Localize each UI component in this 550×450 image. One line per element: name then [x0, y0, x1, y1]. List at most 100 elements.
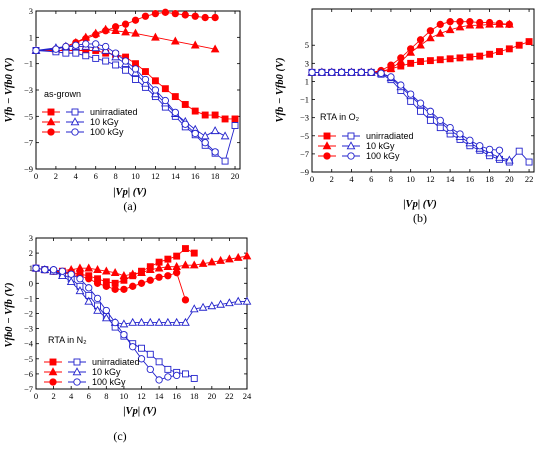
legend-entry-label: 10 kGy [90, 117, 119, 127]
data-point-neg-5 [387, 73, 395, 81]
data-point-pos-2 [201, 13, 209, 22]
data-point-neg-5 [397, 81, 405, 89]
data-point-neg-5 [67, 270, 75, 278]
data-point-pos-2 [171, 9, 179, 18]
data-point-neg-3 [525, 158, 533, 166]
data-point-pos-0 [436, 56, 444, 64]
y-tick-label: −3 [24, 85, 33, 95]
data-point-pos-1 [426, 33, 435, 42]
data-point-neg-3 [436, 124, 444, 132]
y-tick-label: −3 [300, 113, 309, 123]
data-point-neg-5 [32, 46, 40, 55]
data-point-pos-1 [110, 267, 120, 276]
legend-entry-label: 10 kGy [92, 367, 121, 377]
data-point-neg-5 [173, 371, 181, 380]
data-point-neg-5 [436, 116, 444, 125]
y-tick-label: −4 [24, 339, 34, 349]
data-point-neg-4 [154, 317, 164, 326]
data-point-pos-2 [120, 285, 128, 293]
data-point-neg-5 [446, 123, 454, 132]
plot-frame [311, 8, 535, 173]
data-point-pos-1 [84, 263, 94, 272]
data-point-neg-5 [155, 376, 163, 384]
data-point-neg-5 [485, 145, 494, 154]
data-point-neg-5 [111, 49, 120, 57]
data-point-neg-5 [466, 136, 474, 144]
x-tick-label: 18 [485, 174, 494, 184]
data-point-pos-1 [75, 263, 85, 272]
data-point-neg-5 [318, 68, 326, 77]
data-point-pos-0 [496, 48, 503, 56]
data-point-pos-2 [92, 31, 100, 39]
x-tick-label: 2 [54, 171, 58, 181]
data-point-pos-1 [119, 271, 129, 279]
data-point-pos-0 [201, 111, 209, 119]
data-point-neg-4 [242, 296, 252, 305]
x-tick-label: 14 [171, 171, 180, 181]
x-axis-title: |Vp| (V) [113, 187, 147, 198]
data-point-neg-5 [131, 65, 140, 73]
data-point-neg-4 [495, 152, 504, 161]
y-tick-label: −2 [24, 309, 33, 319]
legend-entry-label: unirradiated [366, 131, 414, 141]
x-tick-label: 6 [369, 174, 373, 184]
x-tick-label: 4 [349, 174, 354, 184]
data-point-neg-4 [145, 317, 155, 326]
data-point-pos-0 [407, 59, 415, 67]
legend-entry-label: 10 kGy [366, 141, 395, 151]
data-point-pos-2 [121, 20, 130, 28]
data-point-neg-3 [112, 61, 120, 69]
data-point-neg-4 [207, 301, 217, 310]
data-point-pos-2 [446, 18, 454, 26]
legend-entry-label: unirradiated [92, 357, 140, 367]
data-point-pos-1 [101, 266, 111, 275]
data-point-neg-5 [476, 142, 484, 150]
data-point-neg-5 [426, 107, 435, 115]
x-tick-label: 16 [466, 174, 475, 184]
data-point-pos-1 [242, 251, 252, 260]
data-point-pos-0 [456, 54, 464, 62]
y-tick-label: −5 [24, 354, 33, 364]
data-point-pos-2 [416, 36, 425, 44]
chart-panel-b: 0 2 4 6 8 10 12 14 16 18 20 22 5 3 1 −1 −3 −5 −7 −9 |Vp| (V)… [275, 8, 535, 225]
data-point-neg-3 [221, 157, 229, 165]
legend-marker-neg [73, 378, 81, 386]
data-point-pos-1 [137, 267, 146, 276]
data-point-pos-1 [416, 40, 425, 49]
legend-entry-label: 100 kGy [90, 127, 124, 137]
x-tick-label: 8 [389, 174, 393, 184]
x-tick-label: 0 [310, 174, 314, 184]
x-tick-label: 10 [406, 174, 415, 184]
data-point-neg-4 [220, 131, 230, 140]
y-tick-label: −6 [24, 369, 33, 379]
data-point-pos-0 [426, 57, 434, 65]
data-point-pos-1 [163, 261, 173, 270]
data-point-pos-1 [189, 260, 199, 269]
legend-marker-pos [323, 132, 331, 140]
data-point-pos-0 [171, 93, 179, 101]
data-point-neg-5 [377, 69, 385, 77]
data-point-neg-4 [233, 296, 243, 305]
data-point-neg-4 [84, 296, 94, 305]
x-tick-label: 12 [151, 171, 160, 181]
y-tick-label: −1 [24, 293, 33, 303]
data-point-neg-5 [308, 68, 316, 77]
y-tick-label: −9 [24, 164, 33, 174]
data-point-pos-2 [137, 279, 146, 287]
y-axis-title: Vfb0 − Vfb (V) [4, 283, 15, 348]
data-point-neg-5 [62, 42, 70, 51]
data-point-neg-4 [163, 317, 173, 326]
data-point-neg-3 [138, 344, 145, 352]
data-point-neg-5 [129, 343, 137, 351]
data-point-pos-1 [128, 269, 138, 278]
data-point-neg-4 [119, 319, 129, 328]
data-point-pos-2 [173, 269, 181, 277]
data-point-pos-1 [181, 260, 190, 269]
data-point-neg-4 [210, 126, 220, 135]
data-point-pos-0 [466, 53, 474, 61]
data-point-neg-5 [102, 306, 110, 315]
data-point-neg-5 [120, 330, 128, 339]
y-tick-label: 1 [29, 263, 33, 273]
data-point-pos-2 [164, 272, 172, 280]
legend-marker-neg [347, 152, 355, 160]
